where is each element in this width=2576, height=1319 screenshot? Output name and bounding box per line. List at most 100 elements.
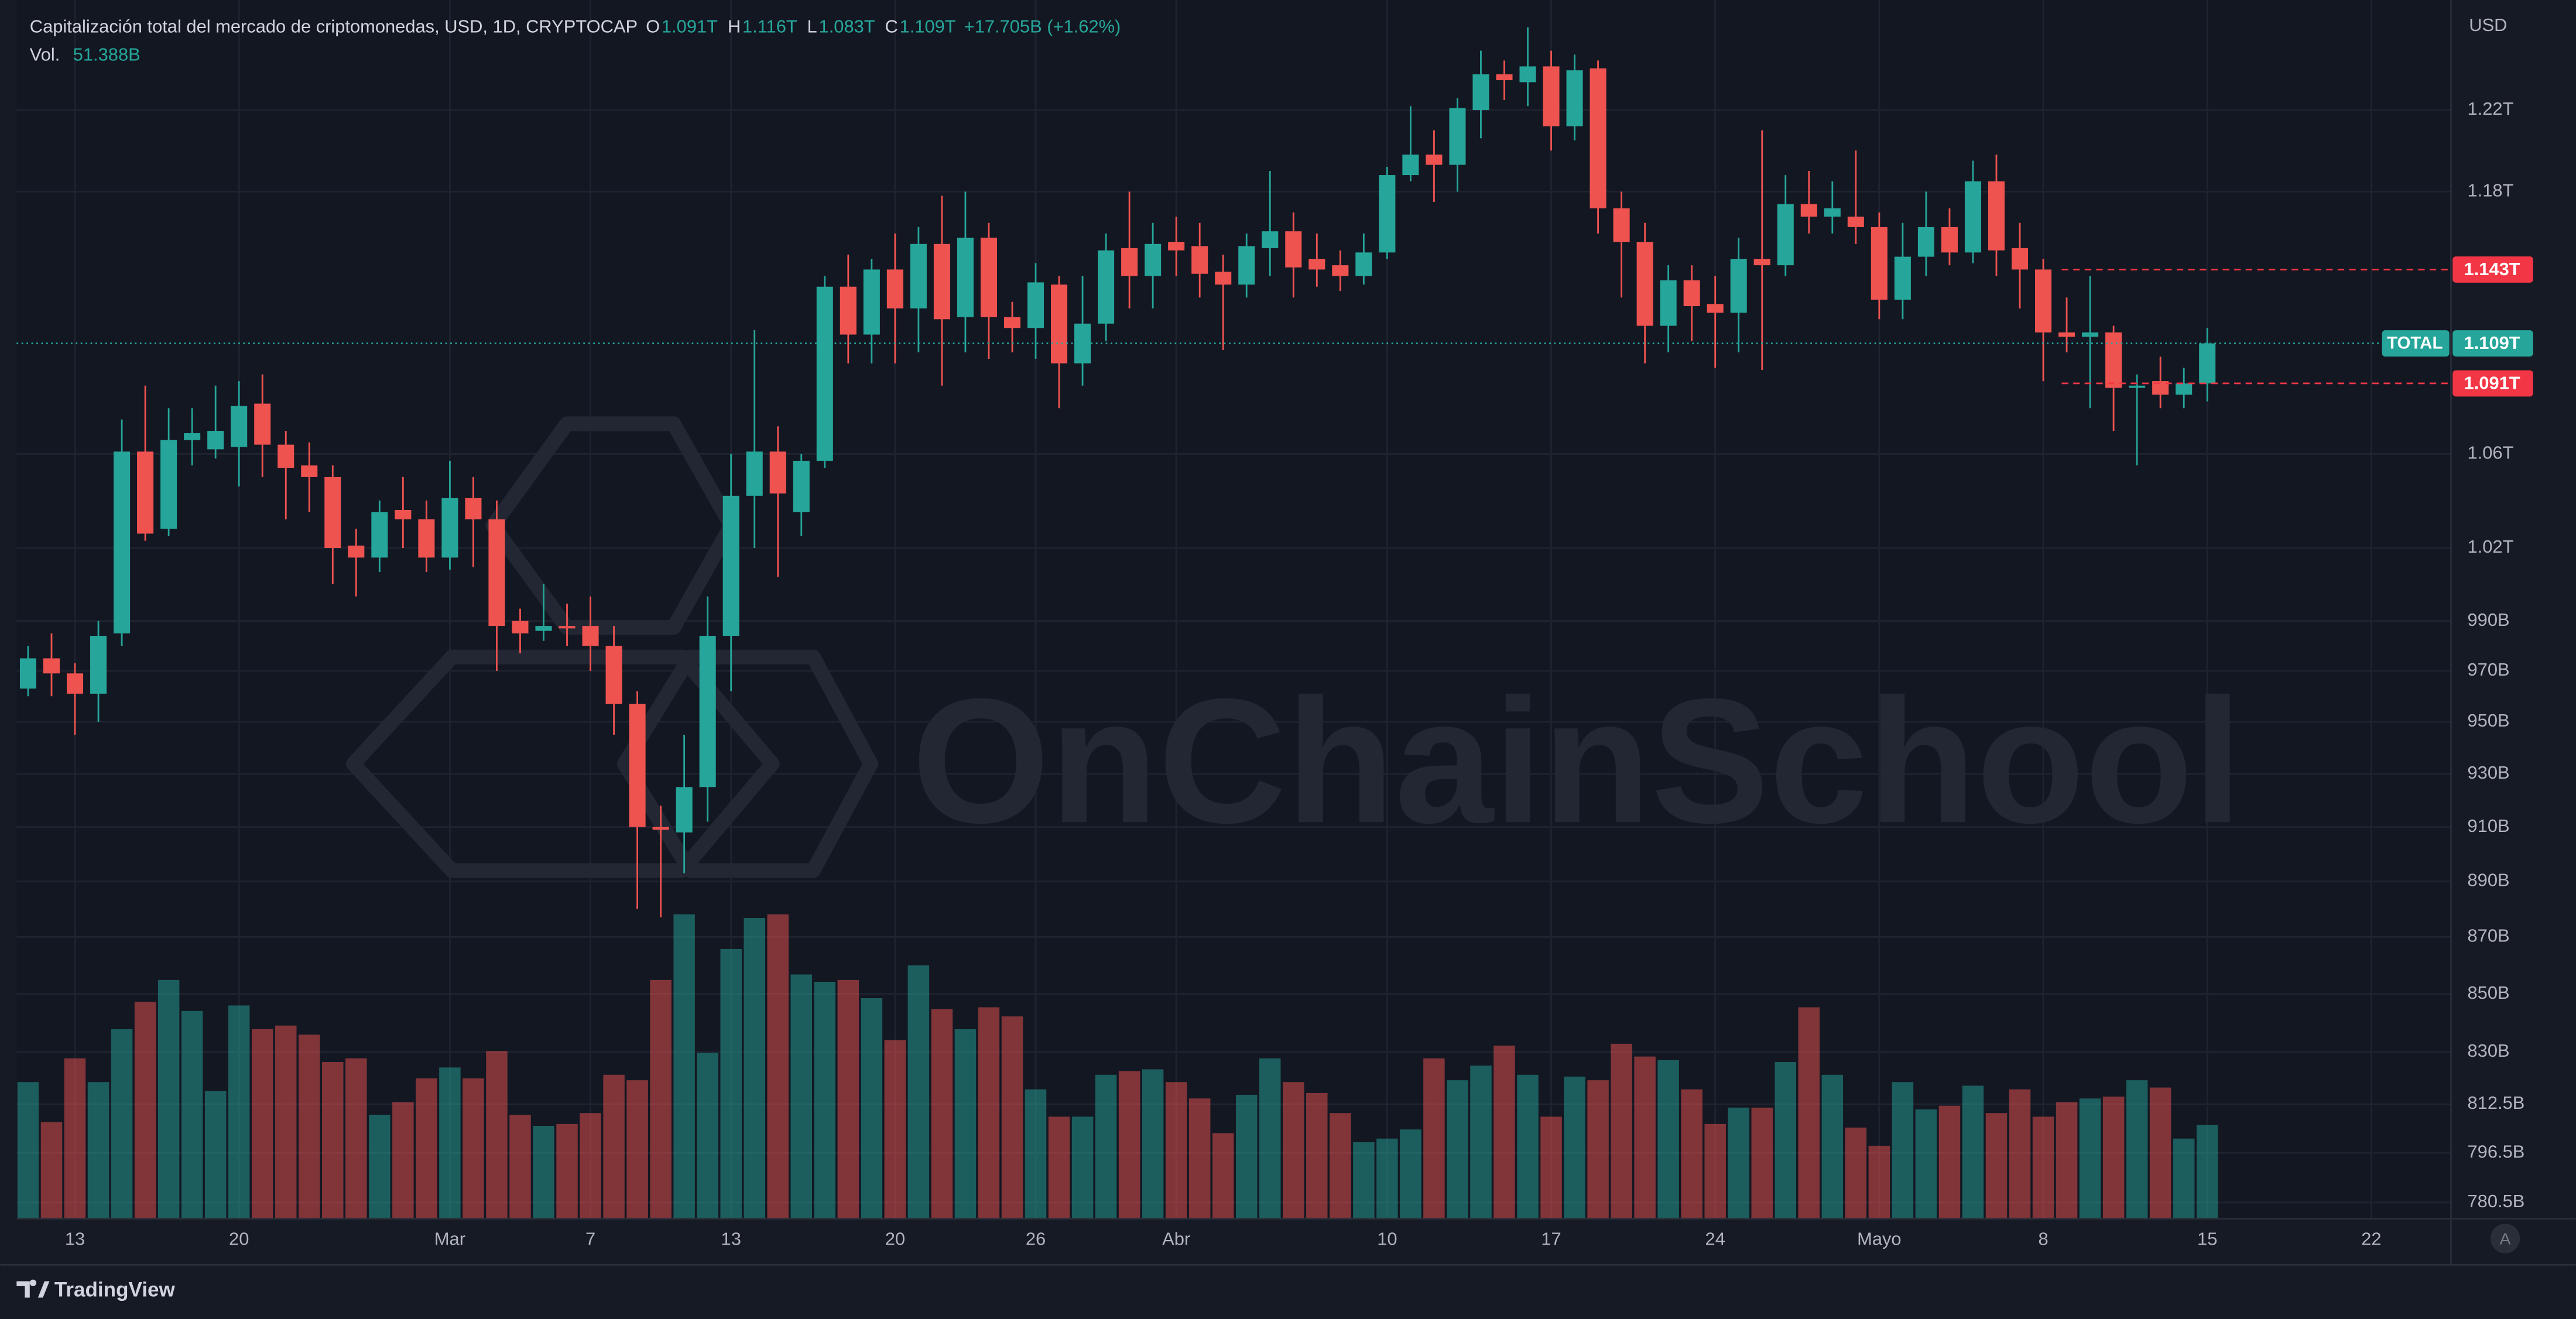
volume-bar <box>1400 1129 1421 1219</box>
volume-bar <box>2009 1089 2031 1219</box>
volume-bar <box>439 1067 461 1219</box>
volume-bar <box>650 979 672 1219</box>
y-tick-label: 812.5B <box>2468 1092 2525 1113</box>
y-tick-label: 796.5B <box>2468 1141 2525 1162</box>
ohlc-label: H <box>728 16 741 37</box>
axis-labels: 1.22T 1.18T 1.06T 1.02T 990B 970B 950B 930B 910B… <box>65 98 2524 1249</box>
ohlc-value: 1.091T <box>662 16 718 37</box>
volume-bar <box>1283 1082 1304 1219</box>
legend-title: Capitalización total del mercado de crip… <box>30 16 638 37</box>
y-tick-label: 1.06T <box>2468 442 2514 462</box>
x-tick-label: 10 <box>1377 1228 1397 1249</box>
price-marker-label: 1.109T <box>2464 333 2520 353</box>
volume-bar <box>1564 1076 1585 1219</box>
candle-body <box>301 465 318 477</box>
candle-body <box>676 787 693 832</box>
auto-button-bg[interactable] <box>2490 1224 2520 1253</box>
volume-bar <box>673 914 695 1219</box>
candle-body <box>769 451 786 494</box>
candle-body <box>1449 108 1466 165</box>
volume-bar <box>1025 1089 1047 1219</box>
volume-bar <box>744 917 765 1219</box>
volume-bar <box>1751 1107 1773 1219</box>
candle-body <box>582 626 599 646</box>
candle-body <box>910 244 927 309</box>
volume-bar <box>1892 1082 1914 1219</box>
volume-bar <box>204 1091 227 1219</box>
volume-bar <box>1728 1107 1749 1219</box>
volume-bar <box>1048 1116 1070 1219</box>
candle-body <box>1543 66 1560 126</box>
x-tick-label: 15 <box>2197 1228 2217 1249</box>
change-value: +17.705B (+1.62%) <box>964 16 1121 37</box>
candle-body <box>1894 256 1911 300</box>
volume-bar <box>1071 1116 1094 1219</box>
x-tick-label: 13 <box>65 1228 85 1249</box>
auto-button-label[interactable]: A <box>2500 1230 2511 1248</box>
x-tick-label: 20 <box>885 1228 905 1249</box>
volume-bar <box>2196 1125 2218 1219</box>
candle-body <box>1379 175 1396 253</box>
ohlc-value: 1.116T <box>742 16 797 37</box>
candle-body <box>2129 385 2146 388</box>
y-tick-label: 830B <box>2468 1040 2510 1061</box>
volume-bar <box>181 1010 203 1219</box>
candle-body <box>2199 343 2216 383</box>
volume-legend-value: 51.388B <box>73 44 141 65</box>
y-tick-label: 1.22T <box>2468 98 2514 119</box>
x-tick-label: Mayo <box>1857 1228 1901 1249</box>
ohlc-label: C <box>885 16 898 37</box>
tradingview-logo: TradingView <box>16 1279 176 1301</box>
volume-bar <box>1587 1080 1609 1219</box>
volume-bar <box>1611 1043 1632 1219</box>
volume-bar <box>299 1034 320 1219</box>
candle-body <box>1426 155 1443 165</box>
candle-body <box>605 646 622 704</box>
plot-background <box>16 0 2451 1219</box>
candle-body <box>2176 383 2193 395</box>
candle-body <box>1308 259 1325 270</box>
candle-body <box>1847 217 1864 227</box>
volume-bar <box>111 1029 133 1219</box>
price-marker-box <box>2452 370 2533 397</box>
volume-bar <box>1001 1016 1023 1219</box>
volume-bar <box>1353 1142 1375 1219</box>
volume-bar <box>1142 1069 1164 1219</box>
candle-body <box>1145 244 1162 276</box>
x-tick-label: Mar <box>434 1228 465 1249</box>
y-tick-label: 870B <box>2468 926 2510 946</box>
candle-body <box>1964 181 1981 253</box>
volume-bar <box>603 1074 625 1219</box>
candle-body <box>1003 317 1021 328</box>
candle-body <box>1683 280 1700 306</box>
volume-bar <box>1634 1056 1656 1219</box>
candle-body <box>184 433 201 440</box>
candle-body <box>1168 242 1185 251</box>
volume-bar <box>40 1122 63 1219</box>
candle-body <box>933 244 950 320</box>
volume-bar <box>1470 1066 1492 1219</box>
volume-bar <box>416 1078 437 1219</box>
auto-scale-button[interactable]: A <box>2490 1224 2520 1253</box>
x-tick-label: 22 <box>2361 1228 2381 1249</box>
candle-body <box>816 286 833 461</box>
y-tick-label: 1.02T <box>2468 536 2514 557</box>
candle-body <box>1753 259 1770 266</box>
candle-body <box>699 636 716 787</box>
volume-bar <box>2173 1138 2195 1219</box>
volume-bar <box>1235 1095 1258 1219</box>
candle-body <box>231 406 248 447</box>
candle-body <box>1730 259 1747 313</box>
volume-bar <box>837 979 859 1219</box>
candle-body <box>1332 265 1349 276</box>
volume-bar <box>1259 1058 1281 1219</box>
volume-bar <box>1845 1128 1867 1219</box>
candle-body <box>160 440 177 529</box>
ohlc-value: 1.109T <box>900 16 956 37</box>
candle-body <box>43 658 60 674</box>
volume-bar <box>1868 1146 1890 1219</box>
watermark: OnChainSchool <box>345 416 2242 878</box>
volume-bar <box>1681 1089 1703 1219</box>
volume-bar <box>861 998 883 1219</box>
volume-bar <box>720 948 742 1219</box>
